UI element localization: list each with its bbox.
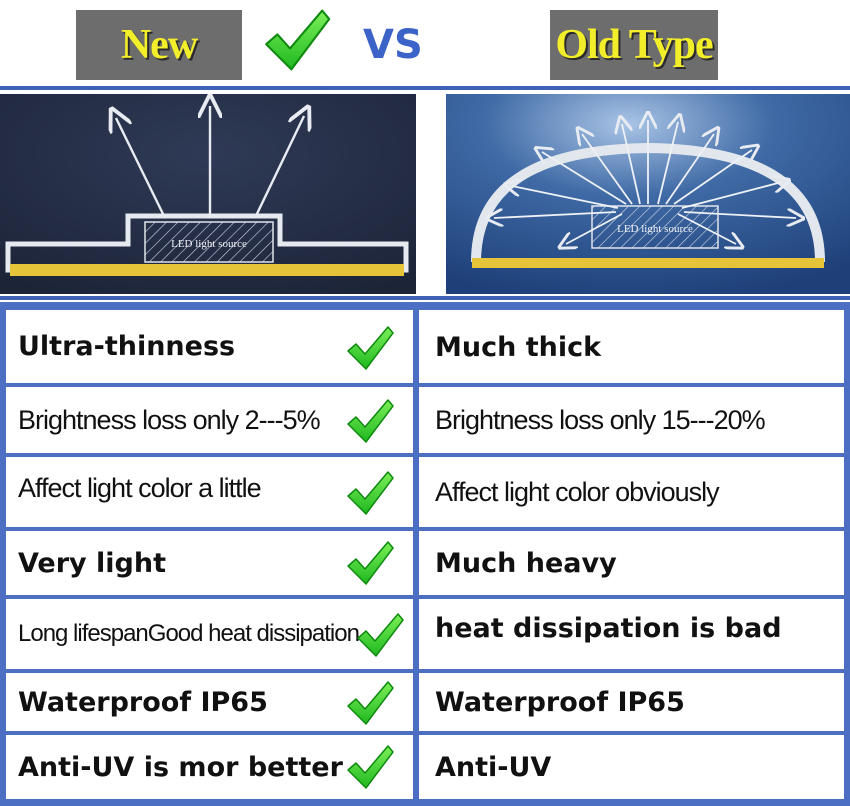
old-feature-cell: Much heavy [419, 531, 844, 595]
old-feature-cell: Anti-UV [419, 735, 844, 799]
new-feature-text: Long lifespanGood heat dissipation [18, 620, 360, 647]
checkmark-icon [262, 4, 332, 76]
checkmark-icon [345, 467, 395, 519]
new-feature-text: Ultra-thinness [18, 331, 236, 362]
new-feature-text: Waterproof IP65 [18, 686, 268, 718]
old-feature-text: Anti-UV [435, 751, 552, 783]
old-feature-text: Waterproof IP65 [435, 686, 685, 718]
new-feature-cell: Waterproof IP65 [6, 673, 413, 731]
new-source-label: LED light source [171, 238, 247, 250]
old-feature-text: Much thick [435, 332, 602, 363]
old-feature-cell: heat dissipation is bad [419, 599, 844, 669]
old-feature-cell: Waterproof IP65 [419, 673, 844, 731]
old-type-diagram: LED light source [446, 94, 850, 294]
old-feature-cell: Brightness loss only 15---20% [419, 387, 844, 453]
old-type-label: Old Type [550, 10, 718, 80]
new-feature-text: Affect light color a little [18, 473, 262, 503]
new-feature-text: Anti-UV is mor better [18, 751, 343, 783]
old-feature-text: Brightness loss only 15---20% [435, 404, 766, 435]
old-feature-cell: Much thick [419, 310, 844, 383]
old-feature-text: Affect light color obviously [435, 476, 720, 507]
middle-divider [0, 296, 850, 300]
new-feature-cell: Very light [6, 531, 413, 595]
checkmark-icon [345, 395, 395, 447]
old-source-label: LED light source [617, 223, 693, 235]
new-feature-cell: Anti-UV is mor better [6, 735, 413, 799]
new-feature-cell: Brightness loss only 2---5% [6, 387, 413, 453]
old-feature-text: heat dissipation is bad [435, 613, 782, 644]
top-divider [0, 86, 850, 90]
checkmark-icon [345, 537, 395, 589]
comparison-table: Ultra-thinness Much thick Brightness los… [0, 302, 850, 806]
new-feature-cell: Affect light color a little [6, 457, 413, 527]
new-type-label: New Type [76, 10, 242, 138]
checkmark-icon [345, 741, 395, 793]
checkmark-icon [345, 322, 395, 374]
old-feature-text: Much heavy [435, 547, 617, 579]
new-feature-cell: Long lifespanGood heat dissipation [6, 599, 413, 669]
vs-label: VS [363, 22, 423, 68]
header: New Type VS Old Type [0, 0, 850, 138]
checkmark-icon [345, 677, 395, 729]
old-feature-cell: Affect light color obviously [419, 457, 844, 527]
new-feature-cell: Ultra-thinness [6, 310, 413, 383]
checkmark-icon [355, 609, 405, 661]
new-feature-text: Brightness loss only 2---5% [18, 404, 321, 435]
new-type-diagram: LED light source [0, 94, 416, 294]
new-feature-text: Very light [18, 547, 167, 579]
